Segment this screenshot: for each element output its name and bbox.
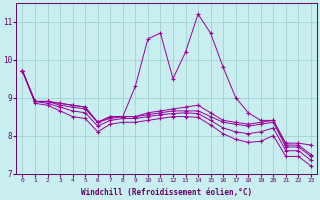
X-axis label: Windchill (Refroidissement éolien,°C): Windchill (Refroidissement éolien,°C) (81, 188, 252, 197)
